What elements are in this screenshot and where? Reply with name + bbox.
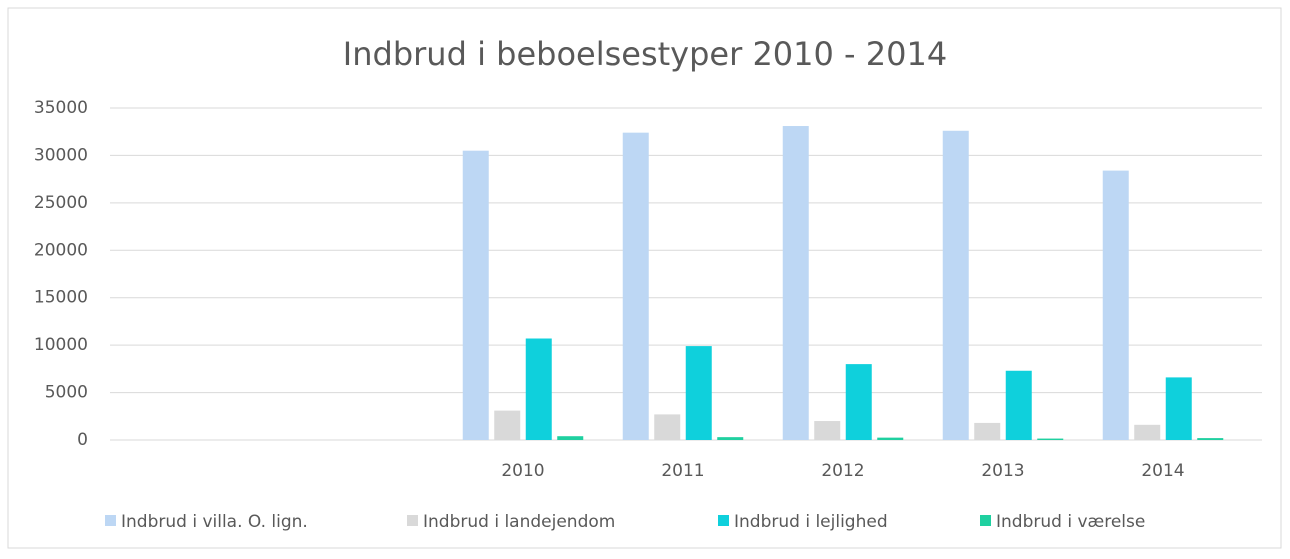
bar xyxy=(685,346,712,440)
bar xyxy=(1165,377,1192,440)
legend-swatch xyxy=(980,515,991,526)
bar xyxy=(1102,170,1129,440)
y-tick-label: 0 xyxy=(77,430,88,450)
bar xyxy=(525,338,552,440)
y-tick-label: 30000 xyxy=(34,145,88,165)
legend-label: Indbrud i landejendom xyxy=(423,512,615,532)
legend-swatch xyxy=(105,515,116,526)
bar xyxy=(814,421,841,440)
bar xyxy=(782,126,809,440)
legend-swatch xyxy=(407,515,418,526)
y-tick-label: 10000 xyxy=(34,335,88,355)
bar xyxy=(1005,370,1032,440)
legend-label: Indbrud i villa. O. lign. xyxy=(121,512,308,532)
chart-title: Indbrud i beboelsestyper 2010 - 2014 xyxy=(343,35,947,73)
y-tick-label: 35000 xyxy=(34,98,88,118)
y-tick-label: 25000 xyxy=(34,193,88,213)
y-tick-label: 20000 xyxy=(34,240,88,260)
x-tick-label: 2011 xyxy=(661,461,704,481)
bar xyxy=(717,437,744,440)
bar xyxy=(1134,424,1161,440)
legend-swatch xyxy=(718,515,729,526)
bar xyxy=(974,422,1001,440)
bar xyxy=(845,364,872,440)
x-tick-label: 2012 xyxy=(821,461,864,481)
legend-label: Indbrud i værelse xyxy=(996,512,1145,532)
bar xyxy=(557,436,584,440)
x-tick-label: 2014 xyxy=(1141,461,1184,481)
bar xyxy=(1037,438,1064,440)
bar xyxy=(462,150,489,440)
bar xyxy=(654,414,681,440)
bar xyxy=(494,410,521,440)
x-tick-label: 2010 xyxy=(501,461,544,481)
bar xyxy=(942,130,969,440)
bar xyxy=(622,132,649,441)
bar xyxy=(877,437,904,440)
bar xyxy=(1197,438,1224,440)
x-tick-label: 2013 xyxy=(981,461,1024,481)
y-tick-label: 15000 xyxy=(34,288,88,308)
y-tick-label: 5000 xyxy=(45,383,88,403)
legend-label: Indbrud i lejlighed xyxy=(734,512,888,532)
